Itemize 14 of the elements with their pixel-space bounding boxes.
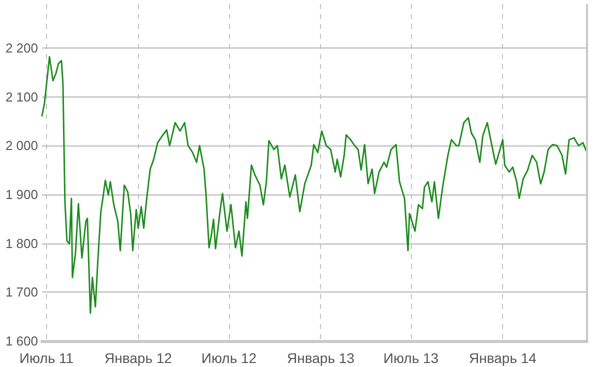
y-tick-label: 1 600 (5, 334, 38, 348)
x-tick-label: Январь 13 (287, 350, 355, 366)
x-tick-label: Июль 13 (383, 350, 439, 366)
x-tick-label: Январь 14 (469, 350, 537, 366)
line-series (41, 56, 587, 314)
x-tick-label: Июль 11 (19, 350, 74, 366)
y-tick-label: 1 700 (5, 284, 38, 300)
y-tick-label: 1 900 (5, 186, 38, 202)
x-tick-label: Июль 12 (201, 350, 257, 366)
y-tick-label: 1 800 (5, 236, 38, 251)
x-tick-label: Январь 12 (104, 350, 172, 366)
y-tick-label: 2 100 (5, 89, 38, 104)
y-tick-label: 2 200 (5, 40, 38, 56)
y-tick-label: 2 000 (5, 138, 38, 154)
